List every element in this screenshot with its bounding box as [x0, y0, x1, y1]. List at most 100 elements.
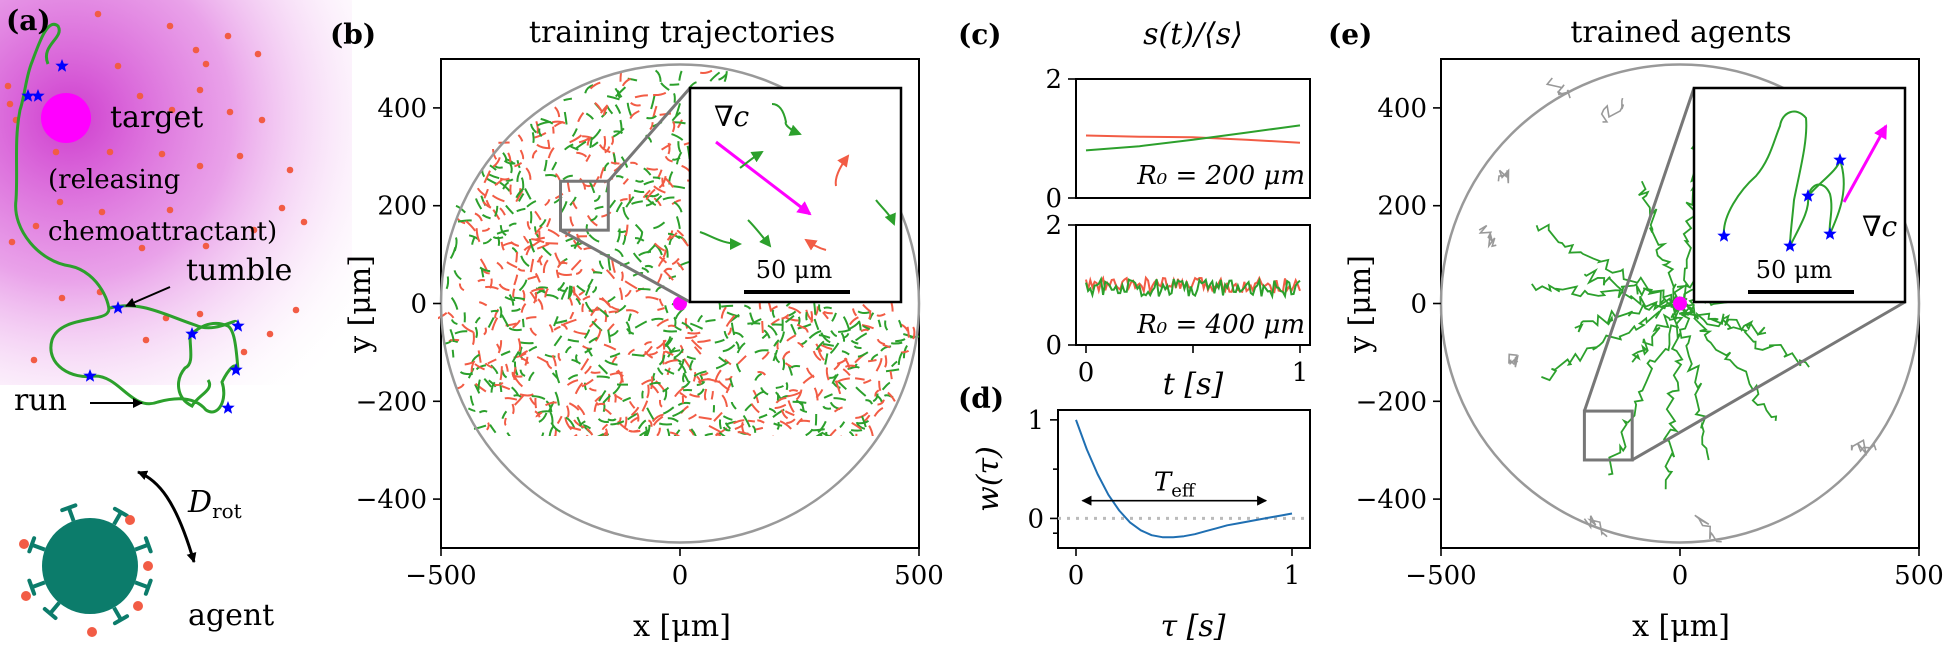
trajectory-segment	[723, 331, 729, 340]
y-tick-label: −200	[356, 387, 427, 417]
trajectory-segment	[651, 413, 664, 423]
trajectory-segment	[764, 489, 775, 492]
trajectory-segment	[529, 397, 536, 406]
trajectory-segment	[646, 384, 650, 399]
trajectory-segment	[597, 364, 609, 375]
trajectory-segment	[520, 303, 527, 313]
trajectory-segment	[815, 477, 825, 482]
trajectory-segment	[787, 400, 795, 413]
trajectory-segment	[709, 71, 721, 82]
trajectory-segment	[542, 259, 549, 274]
trajectory-segment	[817, 347, 825, 361]
trajectory-segment	[591, 141, 599, 148]
trajectory-segment	[749, 312, 755, 324]
trajectory-segment	[630, 505, 638, 517]
trajectory-segment	[487, 358, 497, 365]
trajectory-segment	[492, 157, 501, 168]
trajectory-segment	[704, 432, 713, 436]
trajectory-segment	[604, 146, 611, 154]
trajectory-segment	[843, 464, 849, 470]
trajectory-segment	[635, 441, 643, 442]
zoom-connector-b-1	[607, 87, 692, 183]
agent-label: agent	[188, 598, 274, 633]
trajectory-segment	[583, 382, 588, 391]
trajectory-segment	[870, 353, 879, 361]
trajectory-segment	[786, 418, 796, 424]
trajectory-segment	[545, 218, 552, 228]
trajectory-segment	[730, 401, 737, 410]
trajectory-segment	[653, 242, 665, 252]
chemo-dot	[196, 86, 204, 94]
trajectory-segment	[581, 491, 589, 501]
trajectory-segment	[626, 328, 635, 335]
trajectory-segment	[627, 463, 631, 471]
trajectory-segment	[877, 399, 885, 406]
trajectory-segment	[830, 461, 833, 472]
trajectory-segment	[509, 184, 513, 195]
trajectory-segment	[771, 309, 776, 319]
inset-trajectory-b-4	[747, 219, 772, 248]
annotation-c-bottom: R₀ = 400 μm	[1136, 310, 1305, 340]
chemo-dot	[106, 148, 114, 156]
trajectory-segment	[573, 419, 585, 429]
panel-d: (d) Teff 0 1 0 1 τ [s] w(τ)	[958, 382, 1311, 644]
trajectory-segment	[685, 449, 697, 450]
trajectory-segment	[872, 393, 879, 403]
trajectory-segment	[781, 409, 789, 420]
trajectory-segment	[573, 465, 581, 470]
trajectory-segment	[842, 368, 851, 377]
y-tick-label: 200	[377, 192, 427, 222]
trajectory-segment	[615, 201, 623, 213]
trajectory-segment	[621, 77, 632, 87]
trajectory-segment	[636, 481, 648, 482]
x-axis-label-c: t [s]	[1163, 367, 1224, 402]
trajectory-segment	[658, 255, 668, 264]
trajectory-segment	[531, 149, 538, 159]
trajectory-segment	[770, 488, 773, 498]
trajectory-segment	[856, 419, 870, 425]
trajectory-segment	[536, 356, 549, 364]
inset-trajectory-e-4	[1829, 159, 1845, 235]
trajectory-segment	[868, 425, 874, 436]
trajectory-segment	[823, 393, 833, 399]
trajectory-segment	[621, 525, 623, 534]
trajectory-segment	[650, 494, 653, 504]
bound-molecule	[87, 627, 97, 637]
chemo-dot	[8, 238, 16, 246]
trajectory-segment	[715, 361, 729, 370]
trajectory-segment	[786, 334, 797, 342]
trajectory-segment	[897, 319, 903, 328]
trajectory-segment	[709, 485, 714, 493]
trajectory-segment	[544, 446, 545, 454]
trajectory-segment	[697, 458, 701, 467]
trajectory-segment	[868, 310, 872, 320]
trajectory-segment	[720, 440, 721, 452]
tumble-star	[221, 401, 235, 414]
trajectory-segment	[678, 362, 687, 374]
trajectory-segment	[513, 296, 526, 301]
trajectory-segment	[471, 353, 480, 363]
trajectory-segment	[758, 413, 768, 419]
trajectory-segment	[642, 457, 650, 460]
trajectory-segment	[689, 393, 700, 398]
trajectory-segment	[744, 304, 752, 310]
bound-molecule	[143, 561, 153, 571]
trajectory-segment	[525, 167, 532, 180]
trajectory-segment	[606, 95, 620, 101]
bound-molecule	[21, 591, 31, 601]
trajectory-segment	[884, 320, 889, 331]
trajectory-segment	[508, 222, 517, 227]
trajectory-segment	[494, 381, 504, 387]
trajectory-segment	[568, 426, 582, 431]
trajectory-segment	[671, 111, 682, 122]
chemo-dot	[196, 162, 204, 170]
trajectory-segment	[751, 522, 756, 529]
trajectory-segment	[523, 235, 530, 244]
trajectory-segment	[727, 515, 739, 516]
trajectory-segment	[505, 204, 515, 215]
trajectory-segment	[576, 404, 586, 416]
trajectory-segment	[736, 342, 746, 354]
trajectory-segment	[634, 94, 649, 99]
trajectory-segment	[612, 127, 625, 138]
chemo-dot	[32, 222, 40, 230]
